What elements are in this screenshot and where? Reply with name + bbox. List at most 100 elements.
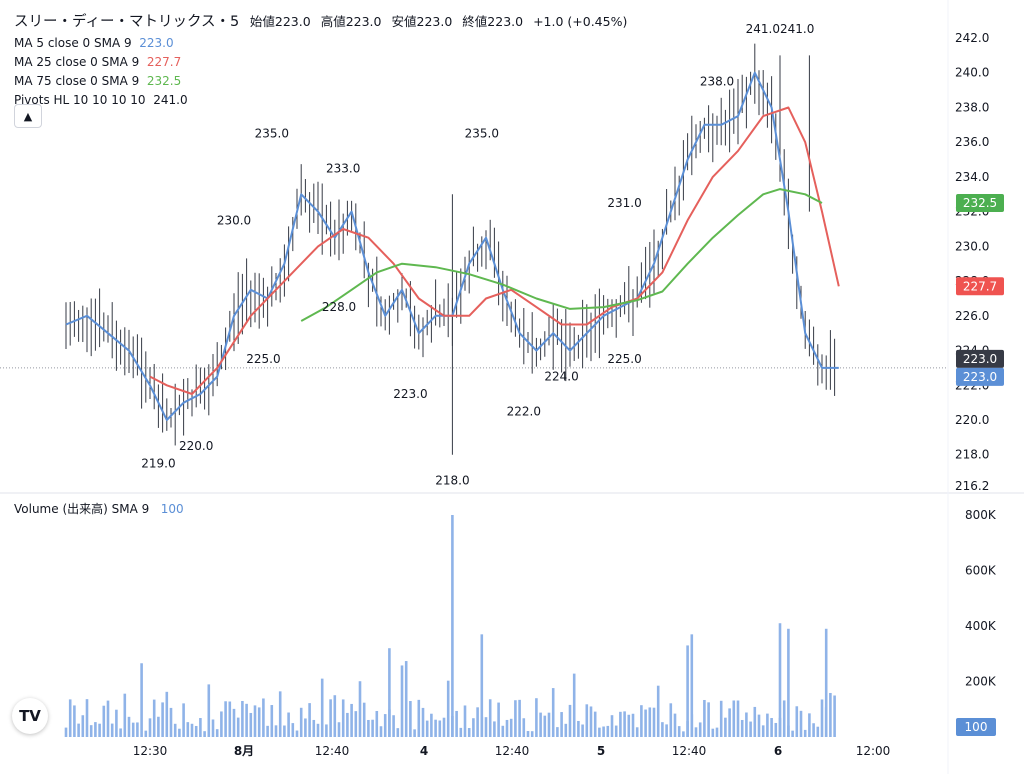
volume-bar bbox=[678, 726, 681, 737]
volume-bar bbox=[174, 724, 177, 737]
volume-bar bbox=[653, 708, 656, 737]
volume-bar bbox=[548, 713, 551, 737]
indicator-value: 223.0 bbox=[139, 36, 173, 50]
volume-bar bbox=[695, 727, 698, 737]
volume-bar bbox=[531, 731, 534, 737]
volume-bar bbox=[607, 726, 610, 737]
volume-bar bbox=[636, 727, 639, 737]
volume-bar bbox=[510, 719, 513, 737]
volume-bar bbox=[199, 718, 202, 737]
volume-bar bbox=[749, 722, 752, 737]
price-tag-label: 232.5 bbox=[963, 196, 997, 210]
volume-bar bbox=[86, 699, 89, 737]
volume-bar bbox=[497, 703, 500, 737]
volume-bar bbox=[430, 714, 433, 737]
volume-bar bbox=[119, 728, 122, 737]
volume-bar bbox=[724, 718, 727, 737]
collapse-legend-button[interactable]: ▲ bbox=[14, 104, 42, 128]
volume-bar bbox=[233, 709, 236, 737]
price-tick-label: 230.0 bbox=[955, 239, 989, 253]
pivot-low-label: 219.0 bbox=[141, 456, 175, 470]
volume-bar bbox=[439, 720, 442, 737]
volume-label: Volume (出来高) bbox=[14, 502, 108, 516]
volume-bar bbox=[787, 629, 790, 737]
volume-bar bbox=[745, 712, 748, 737]
symbol-title[interactable]: スリー・ディー・マトリックス・5 bbox=[14, 14, 239, 30]
price-tag-label: 223.0 bbox=[963, 352, 997, 366]
volume-bar bbox=[359, 681, 362, 737]
volume-bar bbox=[367, 720, 370, 737]
volume-bar bbox=[292, 723, 295, 737]
price-tick-label: 226.0 bbox=[955, 309, 989, 323]
volume-bar bbox=[355, 711, 358, 737]
low-label: 安値 bbox=[391, 14, 416, 29]
volume-sma-label: SMA 9 bbox=[112, 502, 150, 516]
volume-bar bbox=[241, 701, 244, 737]
volume-bar bbox=[598, 728, 601, 737]
time-tick-label: 4 bbox=[420, 744, 428, 758]
volume-bar bbox=[552, 688, 555, 737]
volume-bar bbox=[178, 729, 181, 737]
volume-legend[interactable]: Volume (出来高) SMA 9 100 bbox=[14, 500, 184, 517]
open-value: 223.0 bbox=[275, 14, 311, 29]
volume-bar bbox=[712, 729, 715, 737]
volume-tick-label: 200K bbox=[965, 675, 997, 689]
volume-bar bbox=[229, 702, 232, 737]
volume-bar bbox=[560, 712, 563, 737]
volume-bar bbox=[699, 722, 702, 737]
pivot-low-label: 223.0 bbox=[393, 387, 427, 401]
volume-bar bbox=[615, 726, 618, 737]
price-tick-label: 216.2 bbox=[955, 479, 989, 493]
volume-bar bbox=[245, 704, 248, 737]
volume-bar bbox=[422, 708, 425, 737]
pivot-low-label: 218.0 bbox=[435, 474, 469, 488]
pivot-high-label: 230.0 bbox=[217, 213, 251, 227]
volume-bar bbox=[145, 731, 148, 737]
volume-bar bbox=[191, 724, 194, 737]
indicator-ma75[interactable]: MA 75 close 0 SMA 9 232.5 bbox=[14, 72, 627, 91]
volume-bar bbox=[796, 706, 799, 737]
volume-bar bbox=[166, 692, 169, 737]
title-row: スリー・ディー・マトリックス・5 始値223.0 高値223.0 安値223.0… bbox=[14, 10, 627, 34]
price-tick-label: 238.0 bbox=[955, 100, 989, 114]
volume-bar bbox=[535, 698, 538, 737]
volume-bar bbox=[602, 726, 605, 737]
indicator-ma25[interactable]: MA 25 close 0 SMA 9 227.7 bbox=[14, 53, 627, 72]
low-value: 223.0 bbox=[417, 14, 453, 29]
volume-bar bbox=[779, 623, 782, 737]
indicator-ma5[interactable]: MA 5 close 0 SMA 9 223.0 bbox=[14, 34, 627, 53]
high-value: 223.0 bbox=[346, 14, 382, 29]
volume-bar bbox=[468, 728, 471, 737]
volume-bar bbox=[804, 730, 807, 737]
volume-bar bbox=[250, 713, 253, 737]
indicator-pivots[interactable]: Pivots HL 10 10 10 10 241.0 bbox=[14, 91, 627, 110]
volume-bar bbox=[619, 712, 622, 737]
volume-bar bbox=[401, 665, 404, 737]
volume-bar bbox=[77, 724, 80, 737]
volume-bar bbox=[182, 703, 185, 737]
volume-bar bbox=[136, 722, 139, 737]
volume-bar bbox=[388, 648, 391, 737]
volume-bar bbox=[363, 703, 366, 737]
volume-bar bbox=[556, 727, 559, 737]
change-value: +1.0 (+0.45%) bbox=[533, 14, 627, 29]
volume-bar bbox=[426, 721, 429, 737]
volume-bar bbox=[258, 707, 261, 737]
pivot-high-label: 238.0 bbox=[700, 74, 734, 88]
volume-bar bbox=[829, 693, 832, 737]
volume-bar bbox=[716, 728, 719, 737]
volume-bar bbox=[397, 728, 400, 737]
pivot-high-label: 231.0 bbox=[607, 196, 641, 210]
time-tick-label: 12:40 bbox=[495, 744, 530, 758]
pivot-high-label: 235.0 bbox=[465, 127, 499, 141]
volume-bar bbox=[661, 722, 664, 737]
pivot-low-label: 228.0 bbox=[322, 300, 356, 314]
tradingview-logo[interactable]: TV bbox=[12, 698, 48, 734]
volume-bar bbox=[766, 714, 769, 737]
volume-bar bbox=[300, 708, 303, 737]
volume-bar bbox=[686, 645, 689, 737]
volume-bar bbox=[649, 707, 652, 737]
volume-bar bbox=[770, 718, 773, 737]
volume-bar bbox=[506, 720, 509, 737]
volume-bar bbox=[443, 718, 446, 737]
